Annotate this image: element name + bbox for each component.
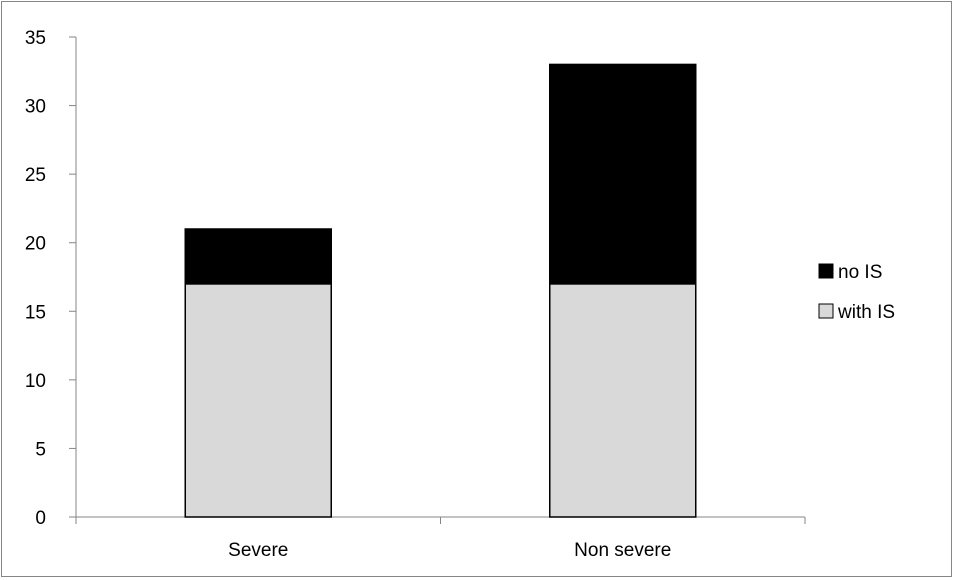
y-tick-label: 0: [35, 508, 46, 529]
x-tick-label: Severe: [228, 540, 288, 561]
legend-swatch: [818, 263, 834, 279]
y-tick-label: 10: [25, 371, 46, 392]
legend-swatch: [818, 303, 834, 319]
y-tick-label: 5: [35, 439, 46, 460]
y-tick-label: 25: [25, 165, 46, 186]
y-tick-label: 20: [25, 234, 46, 255]
x-tick-label: Non severe: [574, 540, 671, 561]
y-tick-label: 15: [25, 302, 46, 323]
y-tick-label: 30: [25, 97, 46, 118]
bar-segment: [184, 283, 332, 518]
bar-segment: [549, 283, 697, 518]
legend-label: no IS: [838, 262, 882, 283]
bars: [184, 63, 697, 518]
legend: no IS with IS: [818, 262, 895, 323]
bar-segment: [549, 63, 697, 285]
bar-segment: [184, 228, 332, 285]
legend-label: with IS: [837, 302, 895, 323]
y-tick-label: 35: [25, 28, 46, 49]
